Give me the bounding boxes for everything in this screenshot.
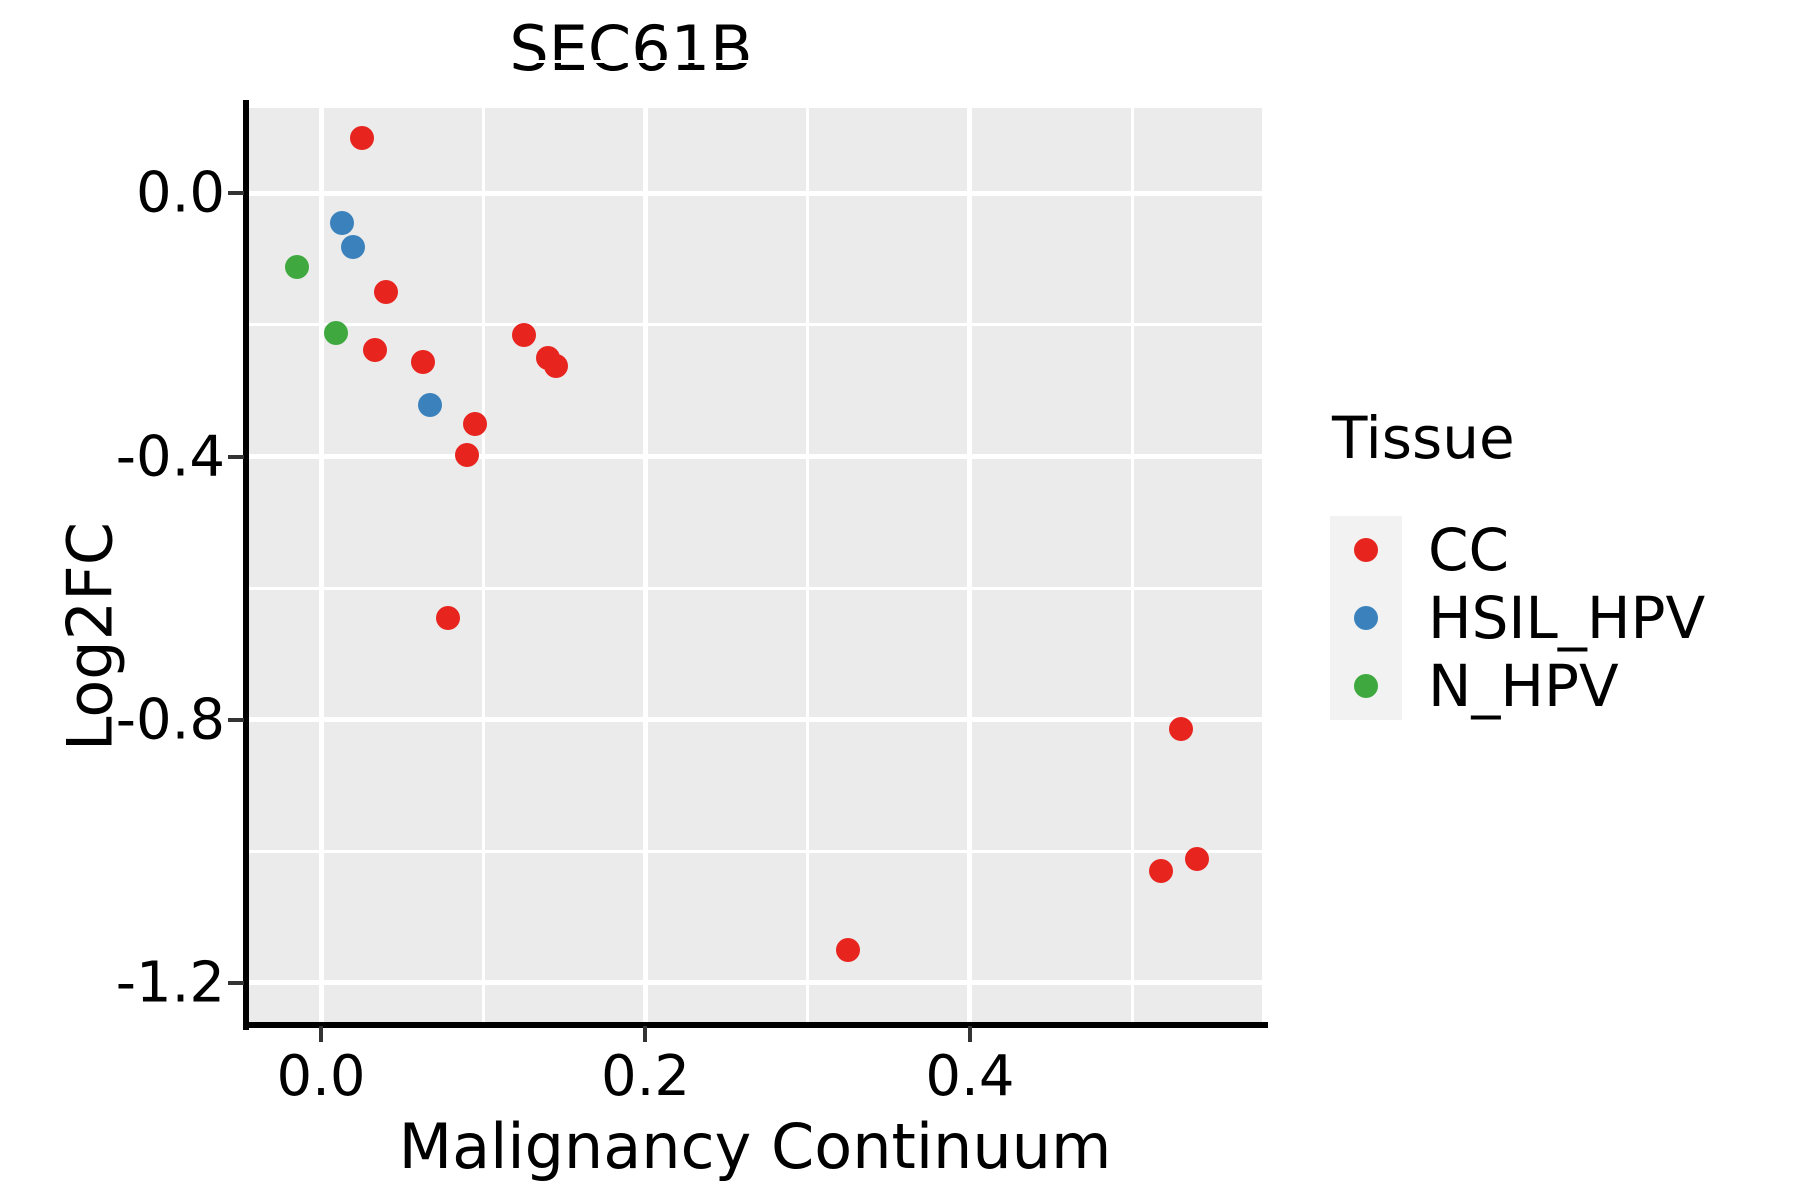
data-point-n_hpv bbox=[284, 255, 309, 280]
gridline-y-minor bbox=[248, 849, 1262, 853]
data-point-cc bbox=[463, 411, 488, 436]
legend-item-cc[interactable]: CC bbox=[1330, 516, 1750, 584]
y-axis-title: Log2FC bbox=[53, 521, 127, 752]
data-point-hsil_hpv bbox=[417, 393, 442, 418]
data-point-cc bbox=[349, 125, 374, 150]
y-tick bbox=[228, 980, 244, 985]
gridline-x-minor bbox=[806, 108, 810, 1022]
x-tick-label: 0.0 bbox=[276, 1044, 366, 1109]
gridline-x-major bbox=[318, 108, 324, 1022]
chart-title: SEC61B bbox=[509, 12, 753, 85]
data-point-cc bbox=[1168, 717, 1193, 742]
x-axis-line bbox=[243, 1022, 1268, 1028]
legend-label: N_HPV bbox=[1428, 652, 1619, 720]
data-point-cc bbox=[411, 349, 436, 374]
data-point-cc bbox=[836, 937, 861, 962]
x-tick bbox=[643, 1026, 648, 1042]
legend-rows: CC HSIL_HPV N_HPV bbox=[1330, 516, 1750, 720]
data-point-cc bbox=[362, 337, 387, 362]
legend-dot-icon bbox=[1354, 606, 1378, 630]
legend: Tissue CC HSIL_HPV N_HPV bbox=[1330, 404, 1750, 720]
legend-title: Tissue bbox=[1332, 404, 1515, 472]
data-point-cc bbox=[544, 354, 569, 379]
gridline-y-major bbox=[248, 717, 1262, 723]
y-tick-label: -0.8 bbox=[115, 687, 225, 753]
plot-panel bbox=[157, 60, 1262, 1022]
data-point-cc bbox=[1149, 858, 1174, 883]
gridline-y-minor bbox=[248, 323, 1262, 327]
data-point-cc bbox=[511, 322, 536, 347]
gridline-x-minor bbox=[481, 108, 485, 1022]
data-point-cc bbox=[455, 442, 480, 467]
legend-label: HSIL_HPV bbox=[1428, 584, 1706, 652]
gridline-y-major bbox=[248, 454, 1262, 459]
legend-dot-icon bbox=[1354, 674, 1378, 698]
gridline-y-major bbox=[248, 980, 1262, 986]
x-tick-label: 0.2 bbox=[600, 1044, 691, 1109]
gridline-x-minor bbox=[157, 108, 161, 1022]
y-tick-label: -0.4 bbox=[115, 424, 225, 489]
x-axis-title: Malignancy Continuum bbox=[398, 1110, 1112, 1183]
data-point-cc bbox=[373, 280, 398, 305]
legend-dot-icon bbox=[1354, 538, 1378, 562]
data-point-cc bbox=[1185, 846, 1210, 871]
y-axis-line bbox=[243, 100, 249, 1030]
legend-key bbox=[1330, 652, 1402, 720]
y-tick-label: 0.0 bbox=[135, 160, 225, 226]
gridline-y-minor bbox=[248, 586, 1262, 590]
data-point-hsil_hpv bbox=[341, 235, 366, 260]
legend-key bbox=[1330, 516, 1402, 584]
x-tick bbox=[319, 1026, 323, 1042]
y-tick-label: -1.2 bbox=[115, 950, 225, 1016]
data-point-n_hpv bbox=[323, 320, 348, 345]
y-tick bbox=[228, 717, 244, 722]
y-tick bbox=[228, 454, 244, 459]
gridline-x-minor bbox=[1130, 108, 1134, 1022]
legend-item-n_hpv[interactable]: N_HPV bbox=[1330, 652, 1750, 720]
legend-label: CC bbox=[1428, 516, 1509, 584]
gridline-y-major bbox=[248, 190, 1262, 196]
data-point-cc bbox=[435, 605, 460, 630]
legend-item-hsil_hpv[interactable]: HSIL_HPV bbox=[1330, 584, 1750, 652]
x-tick-label: 0.4 bbox=[925, 1044, 1015, 1109]
x-tick bbox=[967, 1026, 972, 1042]
y-tick bbox=[228, 191, 244, 196]
legend-key bbox=[1330, 584, 1402, 652]
gridline-x-major bbox=[967, 108, 973, 1022]
data-point-hsil_hpv bbox=[330, 211, 355, 236]
gridline-y-minor bbox=[248, 60, 1262, 64]
gridline-x-major bbox=[642, 108, 648, 1022]
